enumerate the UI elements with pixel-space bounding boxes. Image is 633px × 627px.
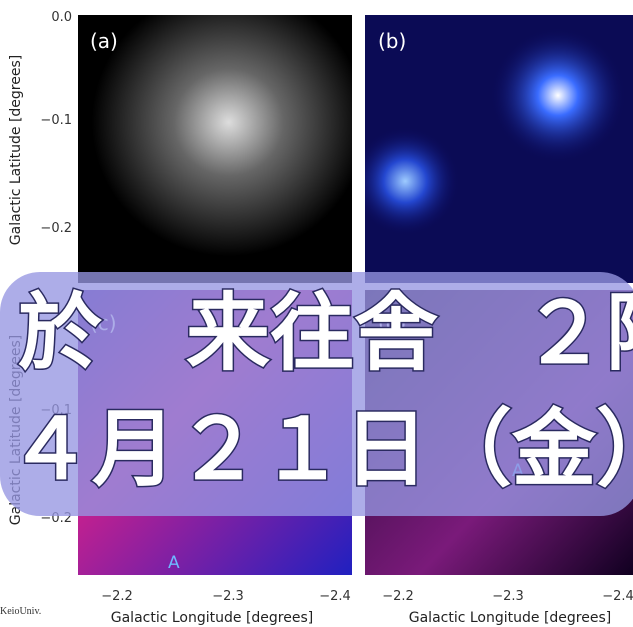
marker-label: A [168, 553, 180, 573]
x-tick-label: −2.4 [319, 589, 351, 604]
panel-label: (b) [378, 29, 406, 53]
x-tick-label: −2.2 [382, 589, 414, 604]
panel-label: (a) [90, 29, 118, 53]
x-axis-label: Galactic Longitude [degrees] [409, 610, 611, 626]
x-axis-label: Galactic Longitude [degrees] [111, 610, 313, 626]
y-tick-label: −0.2 [40, 221, 72, 236]
panel-glow [365, 15, 633, 283]
y-tick-label: −0.1 [40, 113, 72, 128]
x-tick-label: −2.4 [602, 589, 633, 604]
x-tick-label: −2.3 [212, 589, 244, 604]
x-tick-label: −2.2 [101, 589, 133, 604]
banner-line: 於 来往舎 ２階 [18, 284, 633, 382]
banner-background [0, 272, 633, 516]
credit: KeioUniv. [0, 606, 41, 617]
x-tick-label: −2.3 [492, 589, 524, 604]
y-tick-label: 0.0 [51, 10, 72, 25]
y-axis-label: Galactic Latitude [degrees] [8, 55, 24, 245]
panel-image [78, 15, 352, 283]
banner-line: ４月２１日（金）15 [8, 400, 633, 498]
